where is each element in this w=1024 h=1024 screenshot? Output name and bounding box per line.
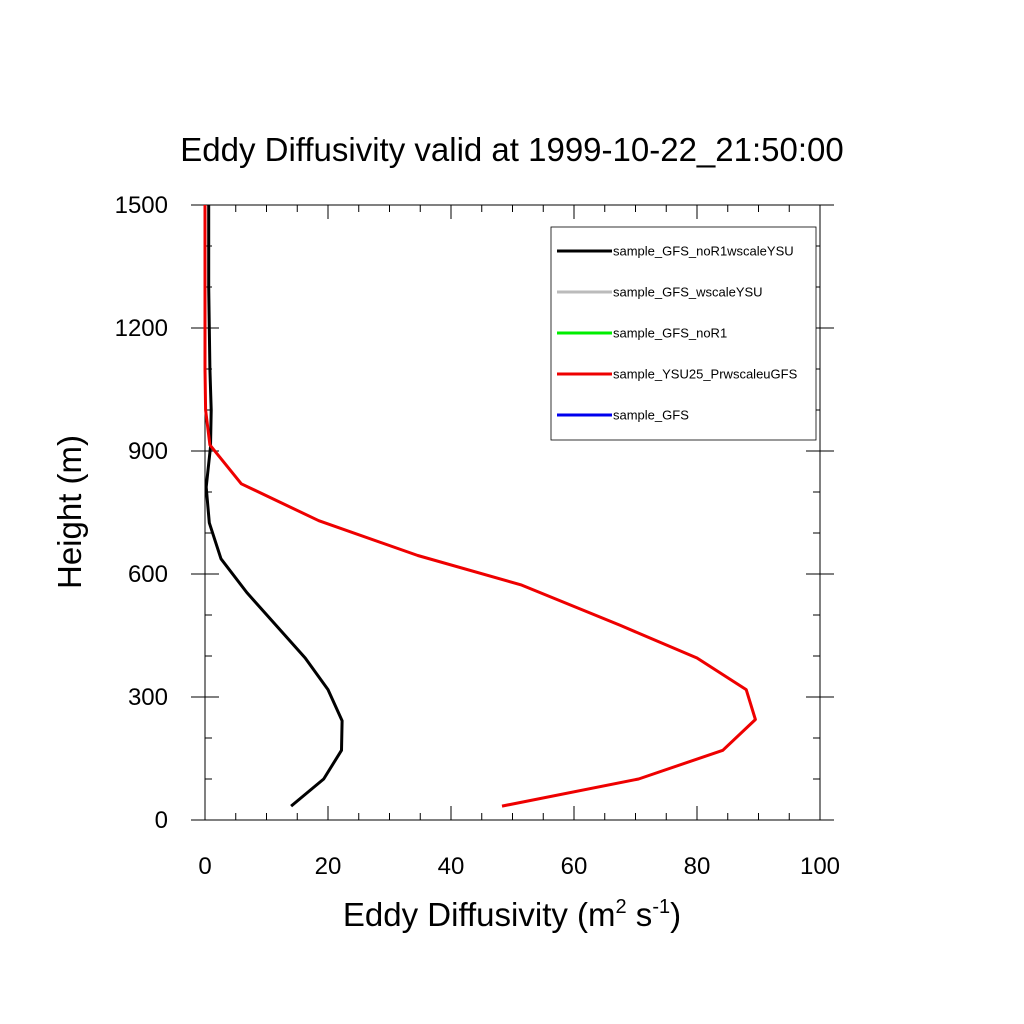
x-tick-label: 40 — [438, 853, 465, 880]
y-tick-label: 1200 — [115, 315, 168, 342]
tick-labels: 0 20 40 60 80 100 0 300 600 900 1200 1500 — [115, 192, 840, 880]
x-tick-label: 80 — [684, 853, 711, 880]
x-axis-label-mid: s — [627, 896, 653, 933]
x-tick-label: 20 — [315, 853, 342, 880]
x-axis-label: Eddy Diffusivity (m2 s-1) — [343, 896, 681, 933]
x-axis-label-end: ) — [670, 896, 681, 933]
series-lines — [203, 205, 757, 808]
y-tick-label: 900 — [128, 438, 168, 465]
legend: sample_GFS_noR1wscaleYSU sample_GFS_wscal… — [550, 226, 817, 441]
series-line-sample_YSU25_PrwscaleuGFS — [203, 205, 757, 808]
x-tick-label: 0 — [198, 853, 211, 880]
y-tick-label: 1500 — [115, 192, 168, 219]
x-tick-label: 100 — [800, 853, 840, 880]
y-tick-label: 600 — [128, 561, 168, 588]
chart-title: Eddy Diffusivity valid at 1999-10-22_21:… — [180, 131, 843, 168]
series-line-sample_GFS_noR1wscaleYSU — [204, 205, 344, 808]
legend-label-sample_GFS_noR1: sample_GFS_noR1 — [613, 326, 727, 341]
x-axis-label-base: Eddy Diffusivity (m — [343, 896, 616, 933]
legend-label-sample_GFS_wscaleYSU: sample_GFS_wscaleYSU — [613, 285, 763, 300]
legend-label-sample_GFS: sample_GFS — [613, 408, 689, 423]
x-axis-label-exp2: -1 — [652, 896, 670, 918]
x-axis-label-exp1: 2 — [616, 896, 627, 918]
legend-label-sample_YSU25_PrwscaleuGFS: sample_YSU25_PrwscaleuGFS — [613, 367, 798, 382]
y-axis-label: Height (m) — [51, 435, 88, 589]
y-tick-label: 0 — [155, 807, 168, 834]
legend-label-sample_GFS_noR1wscaleYSU: sample_GFS_noR1wscaleYSU — [613, 244, 794, 259]
x-tick-label: 60 — [561, 853, 588, 880]
y-tick-label: 300 — [128, 684, 168, 711]
